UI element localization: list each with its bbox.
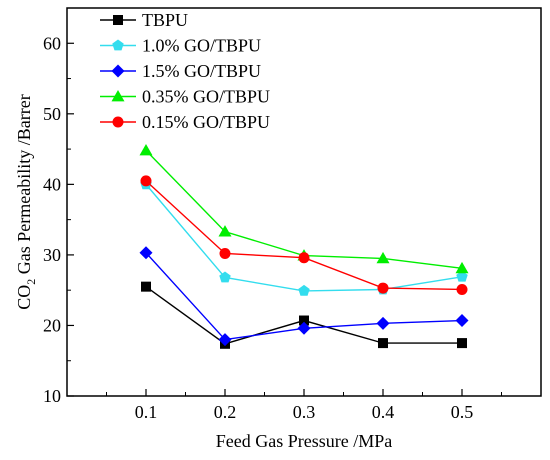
y-tick-label: 20 xyxy=(43,315,61,335)
x-tick-label: 0.1 xyxy=(135,402,158,422)
y-tick-label: 30 xyxy=(43,245,61,265)
series-line xyxy=(145,180,463,291)
legend-item: 0.35% GO/TBPU xyxy=(100,87,270,107)
legend-label: 1.5% GO/TBPU xyxy=(142,61,261,81)
legend-item: 0.15% GO/TBPU xyxy=(100,112,270,132)
series-4 xyxy=(140,175,468,295)
data-point xyxy=(219,271,231,283)
data-point xyxy=(377,282,389,294)
x-axis-title: Feed Gas Pressure /MPa xyxy=(216,431,392,451)
legend-marker xyxy=(113,15,123,25)
y-axis-title-pre: CO xyxy=(14,285,34,310)
legend-label: 0.15% GO/TBPU xyxy=(142,112,270,132)
y-tick-label: 40 xyxy=(43,174,61,194)
data-point xyxy=(141,281,151,292)
legend-item: 1.5% GO/TBPU xyxy=(100,61,261,81)
x-tick-label: 0.3 xyxy=(293,402,316,422)
legend-marker xyxy=(112,39,124,51)
y-axis-title-post: Gas Permeability /Barrer xyxy=(14,94,34,278)
x-axis-ticks: 0.1 0.2 0.3 0.4 0.5 xyxy=(106,389,502,422)
y-tick-label: 60 xyxy=(43,33,61,53)
y-tick-label: 10 xyxy=(43,386,61,406)
data-point xyxy=(298,252,310,264)
legend-marker xyxy=(111,64,125,78)
y-axis-title: CO2 Gas Permeability /Barrer xyxy=(14,94,38,309)
series-layer xyxy=(139,144,469,349)
data-point xyxy=(456,283,468,295)
data-point xyxy=(140,175,152,187)
data-point xyxy=(378,338,388,349)
legend: TBPU 1.0% GO/TBPU 1.5% GO/TBPU 0.35% GO/TBP… xyxy=(100,10,270,132)
y-axis-ticks: 10 20 30 40 50 60 xyxy=(43,7,74,406)
legend-item: 1.0% GO/TBPU xyxy=(100,36,261,56)
plot-frame xyxy=(66,7,542,397)
series-line xyxy=(145,183,463,292)
y-axis-title-sub: 2 xyxy=(24,279,38,285)
data-point xyxy=(297,321,311,335)
x-tick-label: 0.5 xyxy=(451,402,474,422)
data-point xyxy=(139,246,153,260)
data-point xyxy=(455,261,469,274)
legend-marker xyxy=(111,90,125,102)
data-point xyxy=(219,247,231,259)
y-tick-label: 50 xyxy=(43,104,61,124)
data-point xyxy=(218,333,232,347)
data-point xyxy=(299,315,309,326)
data-point xyxy=(218,225,232,237)
legend-label: TBPU xyxy=(142,10,188,30)
data-point xyxy=(455,314,469,328)
legend-marker xyxy=(112,116,124,128)
data-point xyxy=(457,338,467,349)
data-point xyxy=(376,316,390,330)
x-tick-label: 0.2 xyxy=(214,402,237,422)
legend-item: TBPU xyxy=(100,10,188,30)
data-point xyxy=(376,251,390,264)
x-tick-label: 0.4 xyxy=(372,402,395,422)
series-2 xyxy=(139,246,469,347)
data-point xyxy=(298,284,310,296)
legend-label: 0.35% GO/TBPU xyxy=(142,87,270,107)
legend-label: 1.0% GO/TBPU xyxy=(142,36,261,56)
data-point xyxy=(139,144,153,156)
data-point xyxy=(456,270,468,282)
